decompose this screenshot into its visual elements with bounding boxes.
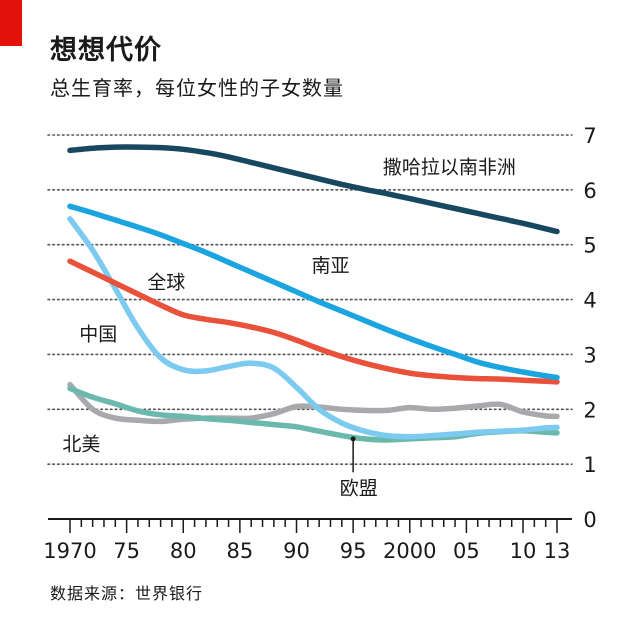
series-label-中国: 中国 (79, 324, 117, 346)
x-tick-label-1990: 90 (283, 539, 310, 563)
chart-title: 想想代价 (50, 35, 162, 66)
x-tick-label-1980: 80 (170, 539, 197, 563)
series-line-南亚 (67, 203, 560, 381)
y-tick-label-6: 6 (583, 179, 596, 203)
eu-pointer-dot (350, 436, 356, 442)
series-lines (67, 144, 560, 443)
y-tick-label-5: 5 (583, 234, 596, 258)
series-label-北美: 北美 (62, 433, 100, 455)
series-line-撒哈拉以南非洲 (67, 144, 560, 235)
x-axis: 1970 75 80 85 90 95 2000 05 10 13 (43, 518, 572, 563)
series-line-全球 (67, 258, 560, 385)
y-tick-label-0: 0 (583, 508, 596, 532)
brand-tag (0, 0, 22, 46)
source-note: 数据来源：世界银行 (50, 584, 204, 603)
chart-subtitle: 总生育率，每位女性的子女数量 (50, 76, 344, 100)
x-tick-label-2005: 05 (453, 539, 480, 563)
y-tick-label-4: 4 (583, 289, 596, 313)
series-label-南亚: 南亚 (311, 255, 349, 277)
series-label-全球: 全球 (147, 272, 185, 294)
x-tick-label-2010: 10 (510, 539, 537, 563)
y-tick-label-2: 2 (583, 398, 596, 422)
y-tick-label-3: 3 (583, 343, 596, 367)
series-label-欧盟: 欧盟 (340, 477, 378, 499)
x-tick-label-1985: 85 (227, 539, 254, 563)
x-tick-label-1995: 95 (340, 539, 367, 563)
series-line-中国 (67, 216, 560, 440)
x-tick-label-1975: 75 (113, 539, 140, 563)
series-label-撒哈拉以南非洲: 撒哈拉以南非洲 (383, 156, 516, 178)
x-tick-label-2013: 13 (544, 539, 571, 563)
x-tick-label-1970: 1970 (43, 539, 96, 563)
y-axis: 0 1 2 3 4 5 6 7 (583, 124, 596, 532)
x-tick-label-2000: 2000 (383, 539, 436, 563)
y-tick-label-7: 7 (583, 124, 596, 148)
y-tick-label-1: 1 (583, 453, 596, 477)
